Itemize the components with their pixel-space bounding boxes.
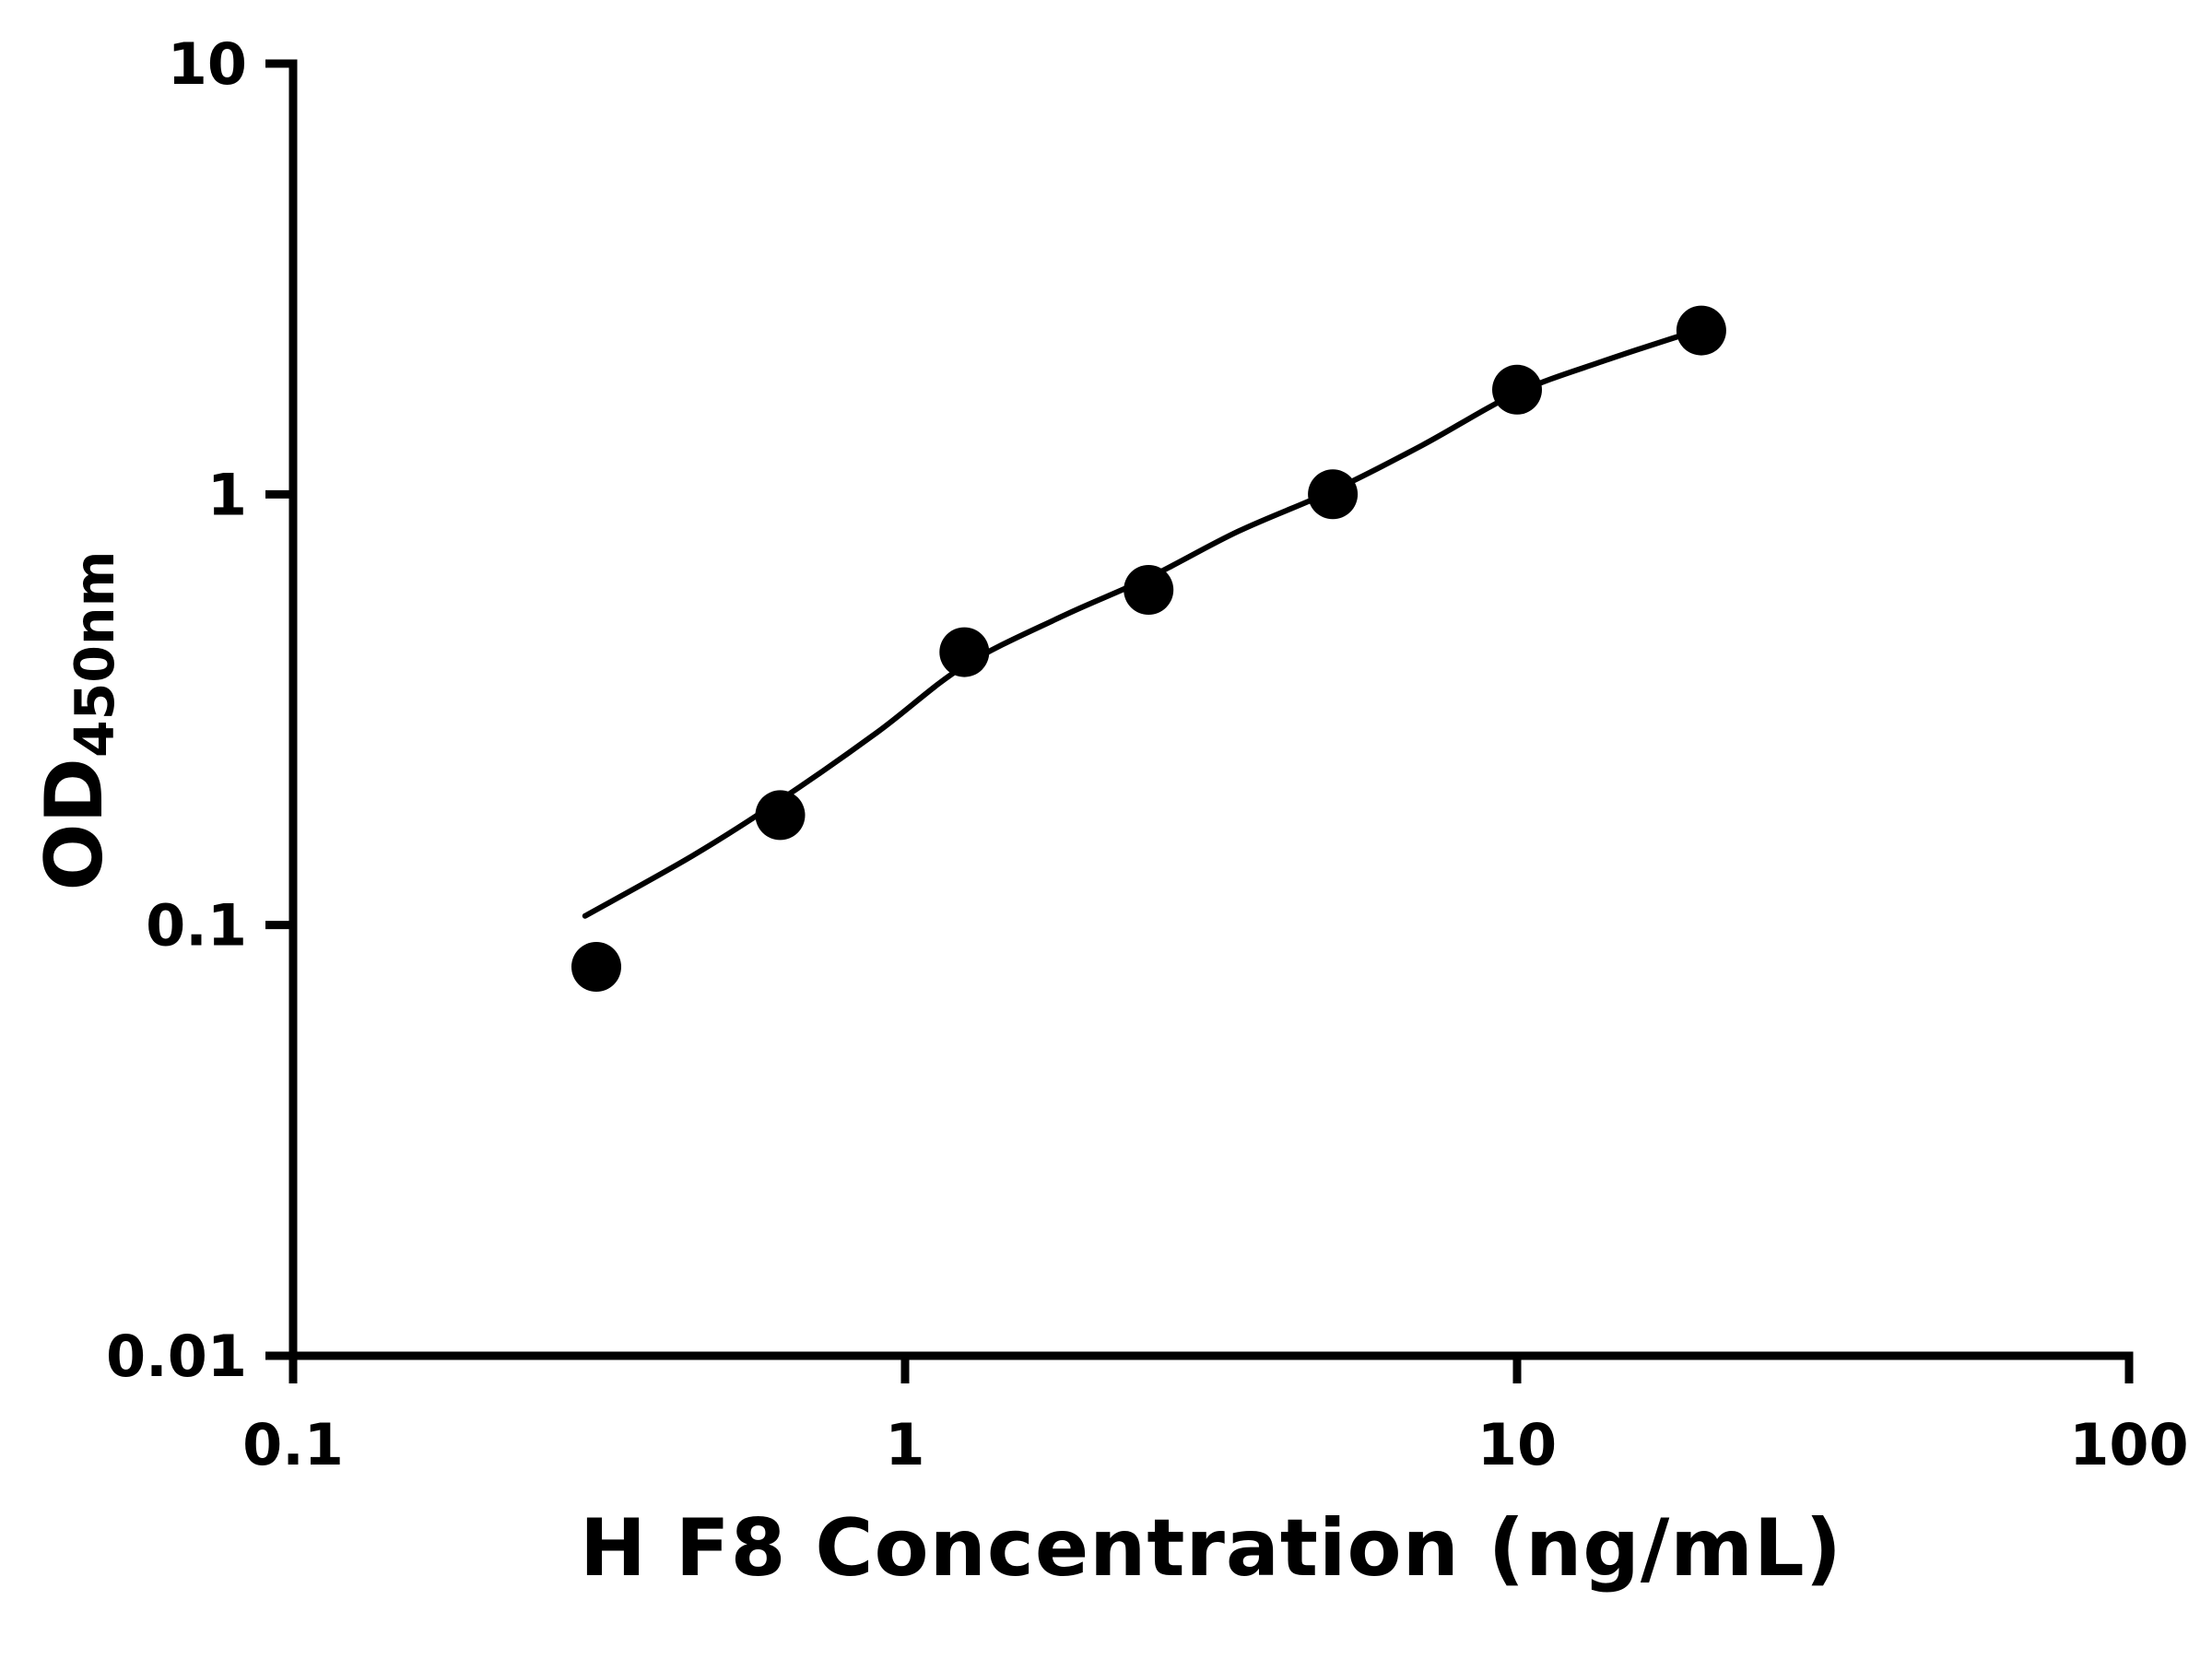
data-point [939,627,990,677]
fit-curve-line [582,326,1704,919]
y-axis-tick-label: 0.1 [146,892,247,959]
x-axis-tick-label: 10 [1477,1411,1557,1478]
data-point [1308,469,1359,520]
x-axis-tick-label: 1 [885,1411,924,1478]
y-axis-title-subscript: 450nm [63,550,126,759]
x-axis-tick-label: 0.1 [242,1411,344,1478]
y-axis-tick-label: 0.01 [106,1323,247,1390]
data-point [1492,364,1542,415]
x-axis-tick-label: 100 [2069,1411,2188,1478]
y-axis-title-base: OD [29,758,122,891]
data-point [571,942,621,992]
y-axis-tick-label: 1 [207,461,247,528]
data-point [1124,565,1174,615]
x-axis-title: H F8 Concentration (ng/mL) [579,1502,1842,1594]
y-axis-title: OD450nm [29,550,126,890]
y-axis-tick-label: 10 [168,30,247,98]
data-point [755,790,806,841]
data-point [1676,305,1726,356]
